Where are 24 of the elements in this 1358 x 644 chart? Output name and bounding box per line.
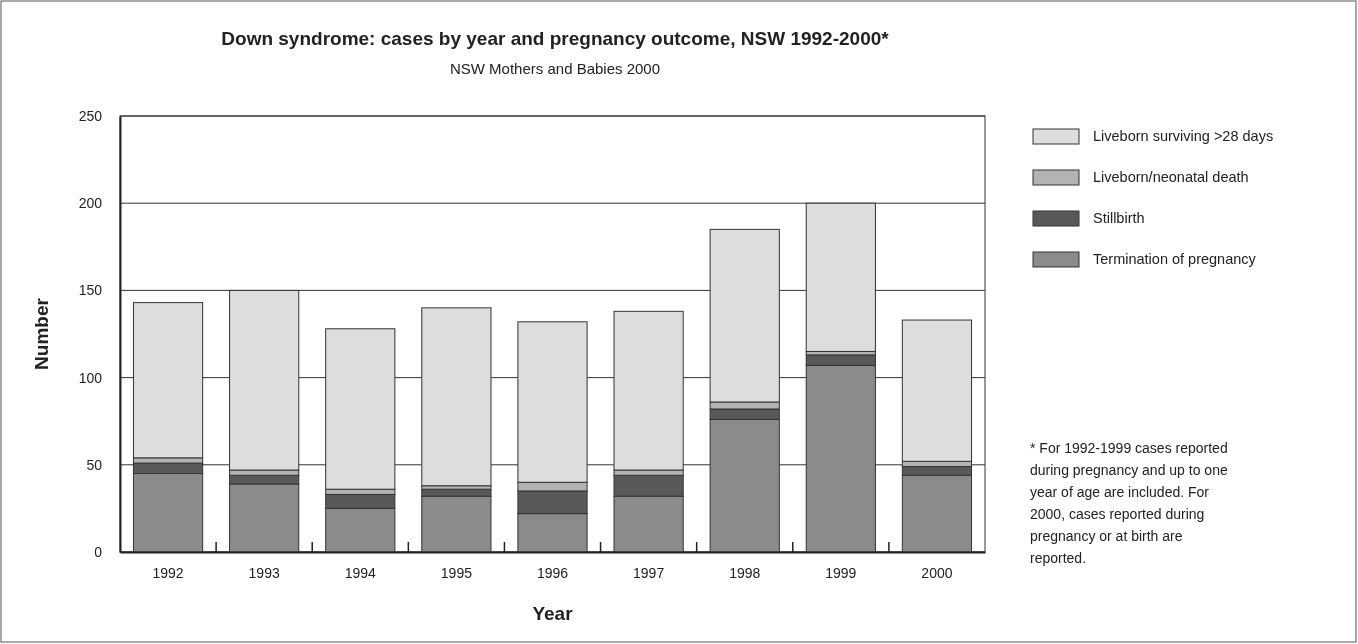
y-tick-label: 100	[78, 369, 103, 386]
x-tick-label: 1993	[248, 564, 280, 581]
legend-label: Liveborn surviving >28 days	[1093, 128, 1274, 144]
legend-label: Liveborn/neonatal death	[1093, 169, 1249, 185]
x-axis-title: Year	[532, 603, 574, 624]
chart-title: Down syndrome: cases by year and pregnancy outcome, NSW 1992-2000*	[221, 28, 890, 49]
y-tick-label: 50	[86, 456, 103, 473]
x-tick-label: 1992	[152, 564, 184, 581]
x-tick-label: 1998	[729, 564, 761, 581]
legend-label: Termination of pregnancy	[1093, 251, 1257, 267]
x-tick-label: 1999	[825, 564, 857, 581]
x-tick-label: 2000	[921, 564, 953, 581]
y-tick-label: 0	[94, 543, 103, 560]
y-tick-label: 250	[78, 107, 103, 124]
x-tick-label: 1996	[536, 564, 569, 581]
text: * For 1992-1999 cases reported during pregnancy and up to one year of age are included. For 2000, cases reported during pregnancy or at birth are reported.	[1030, 440, 1228, 566]
x-tick-label: 1997	[633, 564, 665, 581]
chart-subtitle: NSW Mothers and Babies 2000	[449, 60, 661, 77]
legend-label: Stillbirth	[1093, 210, 1145, 226]
x-tick-label: 1994	[344, 564, 377, 581]
x-tick-label: 1995	[440, 564, 473, 581]
y-axis-title: Number	[31, 297, 52, 370]
y-tick-label: 150	[78, 282, 103, 299]
y-tick-label: 200	[78, 195, 103, 212]
